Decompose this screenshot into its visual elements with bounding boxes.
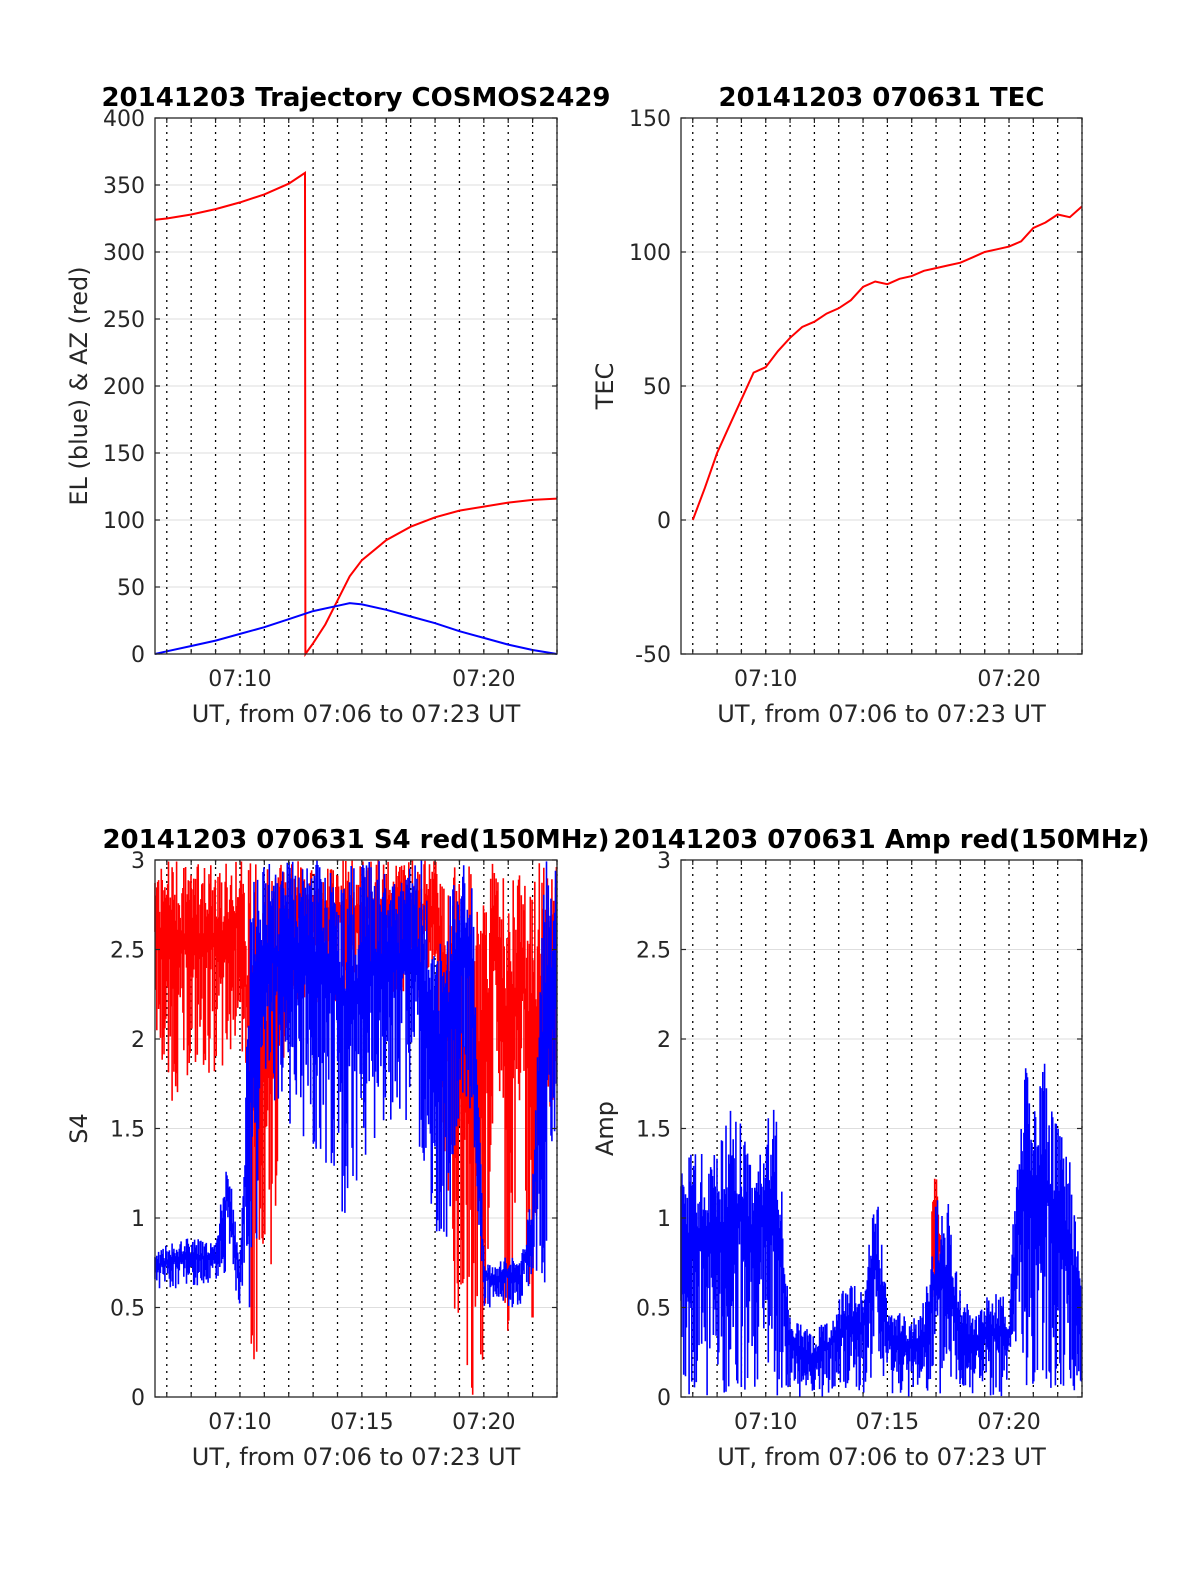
x-tick-label: 07:20 bbox=[977, 667, 1040, 692]
chart-title: 20141203 070631 TEC bbox=[719, 83, 1045, 113]
y-tick-label: 100 bbox=[103, 509, 145, 534]
y-tick-label: 350 bbox=[103, 174, 145, 199]
y-tick-label: 150 bbox=[103, 442, 145, 467]
y-tick-label: 3 bbox=[657, 849, 671, 874]
y-tick-label: 0.5 bbox=[636, 1297, 671, 1322]
chart-title: 20141203 Trajectory COSMOS2429 bbox=[101, 83, 610, 113]
y-tick-label: 2.5 bbox=[110, 939, 145, 964]
y-axis-label: TEC bbox=[591, 363, 619, 411]
chart-title: 20141203 070631 S4 red(150MHz) bbox=[102, 825, 609, 855]
x-axis-label: UT, from 07:06 to 07:23 UT bbox=[717, 700, 1046, 728]
chart-panel-2: -50 0 50 100 150 07:10 07:20 20141203 070631 TE… bbox=[591, 83, 1083, 728]
y-tick-label: 3 bbox=[131, 849, 145, 874]
y-tick-label: -50 bbox=[635, 643, 671, 668]
y-tick-label: 0 bbox=[131, 1386, 145, 1411]
x-tick-label: 07:10 bbox=[208, 1410, 271, 1435]
series-line-2 bbox=[154, 602, 558, 655]
y-tick-label: 2 bbox=[131, 1028, 145, 1053]
x-tick-label: 07:20 bbox=[977, 1410, 1040, 1435]
x-axis-label: UT, from 07:06 to 07:23 UT bbox=[192, 700, 521, 728]
x-tick-label: 07:15 bbox=[330, 1410, 393, 1435]
x-tick-label: 07:10 bbox=[734, 1410, 797, 1435]
y-axis-label: EL (blue) & AZ (red) bbox=[65, 266, 93, 505]
y-tick-label: 100 bbox=[629, 241, 671, 266]
y-tick-label: 400 bbox=[103, 107, 145, 132]
x-tick-label: 07:20 bbox=[452, 667, 515, 692]
y-tick-label: 1.5 bbox=[636, 1118, 671, 1143]
chart-title: 20141203 070631 Amp red(150MHz) bbox=[613, 825, 1149, 855]
y-tick-label: 150 bbox=[629, 107, 671, 132]
y-tick-label: 0 bbox=[131, 643, 145, 668]
x-axis-label: UT, from 07:06 to 07:23 UT bbox=[192, 1443, 521, 1471]
x-tick-label: 07:20 bbox=[452, 1410, 515, 1435]
y-tick-label: 1 bbox=[131, 1207, 145, 1232]
x-axis-label: UT, from 07:06 to 07:23 UT bbox=[717, 1443, 1046, 1471]
x-tick-label: 07:15 bbox=[856, 1410, 919, 1435]
y-tick-label: 50 bbox=[643, 375, 671, 400]
y-tick-label: 1 bbox=[657, 1207, 671, 1232]
y-tick-label: 0 bbox=[657, 1386, 671, 1411]
series-line-1 bbox=[154, 171, 558, 658]
y-tick-label: 250 bbox=[103, 308, 145, 333]
y-axis-label: Amp bbox=[591, 1101, 619, 1156]
y-tick-label: 0 bbox=[657, 509, 671, 534]
y-tick-label: 50 bbox=[117, 576, 145, 601]
y-tick-label: 200 bbox=[103, 375, 145, 400]
chart-panel-4: 0 0.5 1 1.5 2 2.5 3 07:10 07:15 07:20 20141203 070… bbox=[591, 825, 1150, 1471]
chart-panel-1: 0 50 100 150 200 250 300 350 400 07:10 07:20 201412… bbox=[65, 83, 611, 728]
y-tick-label: 2 bbox=[657, 1028, 671, 1053]
y-tick-label: 1.5 bbox=[110, 1118, 145, 1143]
x-tick-label: 07:10 bbox=[208, 667, 271, 692]
chart-panel-3: 0 0.5 1 1.5 2 2.5 3 07:10 07:15 07:20 20141203 070… bbox=[65, 825, 610, 1471]
y-tick-label: 300 bbox=[103, 241, 145, 266]
y-tick-label: 2.5 bbox=[636, 939, 671, 964]
y-tick-label: 0.5 bbox=[110, 1297, 145, 1322]
x-tick-label: 07:10 bbox=[734, 667, 797, 692]
y-axis-label: S4 bbox=[65, 1113, 93, 1144]
series-line-1 bbox=[691, 205, 1083, 521]
